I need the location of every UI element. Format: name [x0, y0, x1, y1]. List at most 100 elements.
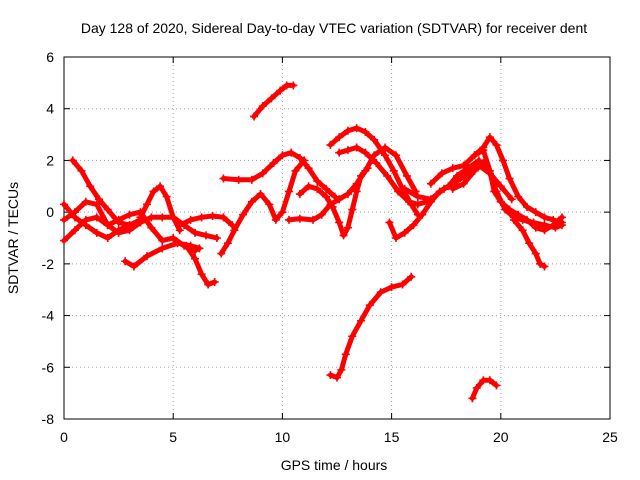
- data-point-marker: [322, 184, 331, 193]
- data-point-marker: [142, 252, 151, 261]
- data-point-marker: [326, 140, 335, 149]
- data-point-marker: [337, 365, 346, 374]
- data-point-marker: [247, 175, 256, 184]
- data-point-marker: [492, 140, 501, 149]
- data-point-marker: [129, 262, 138, 271]
- data-point-marker: [217, 249, 226, 258]
- series-line: [218, 157, 307, 256]
- data-series-arc-7: [182, 241, 219, 289]
- series-line: [327, 274, 414, 381]
- data-point-marker: [234, 175, 243, 184]
- data-point-marker: [197, 270, 206, 279]
- data-point-marker: [103, 205, 112, 214]
- data-point-marker: [376, 288, 385, 297]
- x-tick-label: 5: [169, 429, 177, 445]
- data-point-marker: [125, 221, 134, 230]
- data-point-marker: [523, 215, 532, 224]
- data-point-marker: [284, 187, 293, 196]
- data-point-marker: [348, 205, 357, 214]
- data-point-marker: [335, 148, 344, 157]
- data-point-marker: [426, 195, 435, 204]
- data-point-marker: [335, 195, 344, 204]
- data-point-marker: [557, 221, 566, 230]
- data-point-marker: [352, 124, 361, 133]
- data-point-marker: [514, 192, 523, 201]
- data-point-marker: [267, 94, 276, 103]
- data-point-marker: [86, 182, 95, 191]
- data-point-marker: [339, 231, 348, 240]
- data-point-marker: [278, 151, 287, 160]
- data-point-marker: [405, 197, 414, 206]
- data-point-marker: [540, 213, 549, 222]
- data-point-marker: [352, 143, 361, 152]
- data-point-marker: [492, 381, 501, 390]
- series-line: [183, 243, 218, 287]
- series-line: [402, 163, 515, 202]
- data-point-marker: [505, 205, 514, 214]
- data-point-marker: [357, 316, 366, 325]
- data-point-marker: [70, 226, 79, 235]
- data-point-marker: [448, 184, 457, 193]
- data-point-marker: [295, 190, 304, 199]
- data-point-marker: [509, 215, 518, 224]
- data-point-marker: [114, 218, 123, 227]
- data-point-marker: [426, 179, 435, 188]
- data-point-marker: [256, 190, 265, 199]
- data-series-arc-9: [217, 156, 309, 258]
- data-series-arc-23: [468, 376, 501, 403]
- data-series-arc-10: [219, 148, 339, 201]
- data-point-marker: [147, 213, 156, 222]
- data-point-marker: [531, 249, 540, 258]
- data-series: [60, 81, 566, 403]
- data-point-marker: [383, 171, 392, 180]
- data-point-marker: [136, 213, 145, 222]
- data-point-marker: [389, 166, 398, 175]
- data-point-marker: [191, 228, 200, 237]
- data-point-marker: [230, 226, 239, 235]
- data-point-marker: [372, 159, 381, 168]
- y-tick-label: 0: [46, 204, 54, 220]
- data-point-marker: [208, 212, 217, 221]
- data-point-marker: [77, 166, 86, 175]
- data-point-marker: [343, 126, 352, 135]
- data-point-marker: [413, 192, 422, 201]
- data-point-marker: [505, 174, 514, 183]
- data-point-marker: [525, 239, 534, 248]
- x-tick-label: 20: [493, 429, 509, 445]
- data-point-marker: [125, 210, 134, 219]
- data-point-marker: [333, 373, 341, 382]
- data-point-marker: [343, 223, 352, 232]
- data-point-marker: [341, 350, 350, 359]
- data-point-marker: [322, 192, 331, 201]
- data-point-marker: [313, 177, 322, 186]
- data-point-marker: [437, 169, 446, 178]
- series-line: [428, 134, 565, 225]
- data-point-marker: [313, 184, 322, 193]
- data-point-marker: [361, 148, 370, 157]
- data-point-marker: [250, 112, 259, 121]
- data-point-marker: [287, 148, 296, 157]
- data-point-marker: [175, 221, 184, 230]
- data-point-marker: [385, 218, 394, 227]
- data-point-marker: [291, 166, 300, 175]
- data-point-marker: [212, 234, 221, 242]
- data-point-marker: [195, 244, 204, 253]
- data-point-marker: [239, 210, 248, 219]
- data-point-marker: [407, 272, 416, 281]
- data-point-marker: [121, 257, 130, 266]
- data-point-marker: [173, 239, 182, 248]
- data-series-arc-20: [470, 146, 566, 235]
- data-point-marker: [514, 210, 523, 219]
- data-point-marker: [352, 187, 361, 196]
- data-point-marker: [496, 197, 505, 206]
- data-point-marker: [468, 394, 477, 403]
- data-point-marker: [258, 102, 267, 111]
- data-point-marker: [114, 226, 123, 235]
- data-point-marker: [459, 179, 468, 188]
- data-point-marker: [523, 202, 532, 211]
- data-point-marker: [409, 221, 418, 230]
- data-point-marker: [308, 215, 317, 224]
- data-point-marker: [147, 223, 156, 232]
- data-point-marker: [278, 208, 287, 217]
